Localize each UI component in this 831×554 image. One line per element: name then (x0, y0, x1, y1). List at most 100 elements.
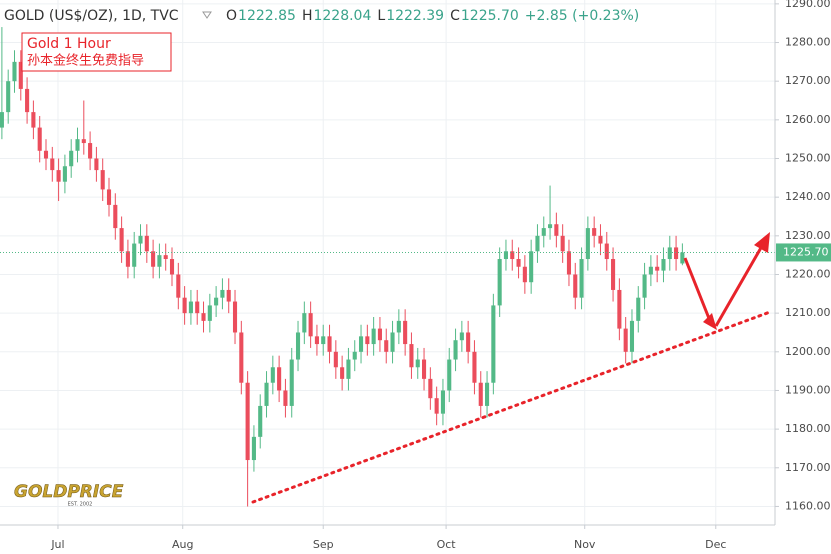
y-tick-label: 1240.00 (785, 190, 831, 203)
candle-body (314, 336, 319, 345)
candle-body (264, 382, 269, 406)
candle-body (466, 332, 471, 352)
candle-body (560, 235, 565, 252)
annotation-box (21, 32, 172, 72)
candle-body (327, 336, 332, 352)
candle-body (195, 301, 200, 314)
candle-body (132, 243, 137, 267)
candles (0, 27, 775, 507)
y-tick-label: 1280.00 (785, 36, 831, 49)
candle-body (365, 336, 370, 345)
candle-body (503, 251, 509, 260)
logo: GOLDPRICE (14, 482, 124, 502)
change: +2.85 (+0.23%) (525, 8, 639, 24)
candle-body (472, 351, 477, 383)
candle-body (541, 228, 546, 236)
candle-body (258, 405, 263, 437)
candle-body (459, 332, 464, 341)
candle-body (81, 139, 86, 144)
candle-body (352, 351, 357, 360)
y-tick-label: 1270.00 (785, 74, 831, 87)
candle-body (522, 266, 527, 283)
candle-body (37, 127, 42, 151)
candle-body (245, 382, 250, 461)
candle-body (548, 224, 553, 229)
y-tick-label: 1260.00 (785, 113, 831, 126)
candle-body (94, 158, 99, 171)
y-tick-label: 1190.00 (785, 383, 831, 396)
candle-body (106, 189, 112, 205)
candle-body (75, 139, 80, 151)
ohlc-value: 1228.04 (313, 8, 371, 24)
candle-body (277, 367, 282, 391)
candle-body (169, 259, 175, 275)
candle-body (18, 61, 23, 89)
candle-body (321, 336, 326, 345)
x-tick-label: Oct (437, 538, 457, 551)
candle-body (56, 170, 61, 182)
candle-body (43, 150, 49, 159)
candle-body (113, 204, 118, 229)
candle-body (396, 320, 401, 333)
candle-body (579, 259, 584, 298)
candle-body (434, 398, 439, 414)
candle-body (529, 251, 534, 283)
candle-body (308, 313, 313, 337)
candle-body (573, 274, 578, 298)
x-tick-label: Jul (50, 538, 64, 551)
candle-body (535, 235, 540, 252)
candle-body (69, 150, 74, 167)
candle-body (207, 305, 212, 321)
arrow-head (703, 313, 717, 330)
y-tick-label: 1210.00 (785, 306, 831, 319)
candle-body (674, 247, 679, 260)
candle-body (251, 436, 256, 461)
y-tick-label: 1230.00 (785, 229, 831, 242)
y-tick-label: 1180.00 (785, 422, 831, 435)
ohlc-value: 1222.85 (238, 8, 296, 24)
candle-body (592, 228, 597, 236)
ohlc-value: 1225.70 (461, 8, 519, 24)
candle-body (680, 252, 685, 264)
candle-body (50, 158, 55, 171)
candle-body (415, 359, 420, 368)
candle-body (377, 328, 382, 341)
candle-body (358, 336, 364, 352)
candle-body (25, 88, 30, 113)
ohlc-key: O (226, 8, 237, 24)
x-tick-label: Nov (574, 538, 596, 551)
candle-body (453, 340, 458, 360)
candle-body (232, 301, 238, 333)
candle-body (661, 259, 666, 271)
y-tick-label: 1220.00 (785, 267, 831, 280)
candle-body (220, 289, 225, 298)
grid (0, 0, 775, 525)
candle-body (100, 170, 105, 190)
y-tick-label: 1170.00 (785, 461, 831, 474)
candle-body (138, 235, 143, 244)
candle-body (516, 259, 521, 267)
candle-body (302, 313, 307, 333)
candle-body (201, 313, 206, 321)
candle-body (428, 378, 433, 399)
candle-body (151, 251, 156, 267)
y-tick-label: 1200.00 (785, 345, 831, 358)
candle-body (371, 328, 376, 345)
candle-body (214, 297, 219, 306)
dropdown-icon[interactable] (202, 11, 212, 19)
candle-body (295, 332, 301, 360)
candle-body (604, 243, 609, 260)
candle-body (623, 328, 628, 352)
candle-body (629, 320, 635, 352)
candle-body (176, 274, 181, 298)
candle-body (409, 344, 414, 368)
annotation-text: 孙本金终生免费指导 (27, 53, 144, 69)
candle-body (12, 61, 17, 82)
candle-body (333, 351, 338, 368)
candle-body (403, 320, 408, 345)
last-price-box (776, 243, 831, 262)
arrow-down (683, 257, 714, 327)
candle-body (554, 224, 559, 236)
x-tick-label: Sep (313, 538, 334, 551)
